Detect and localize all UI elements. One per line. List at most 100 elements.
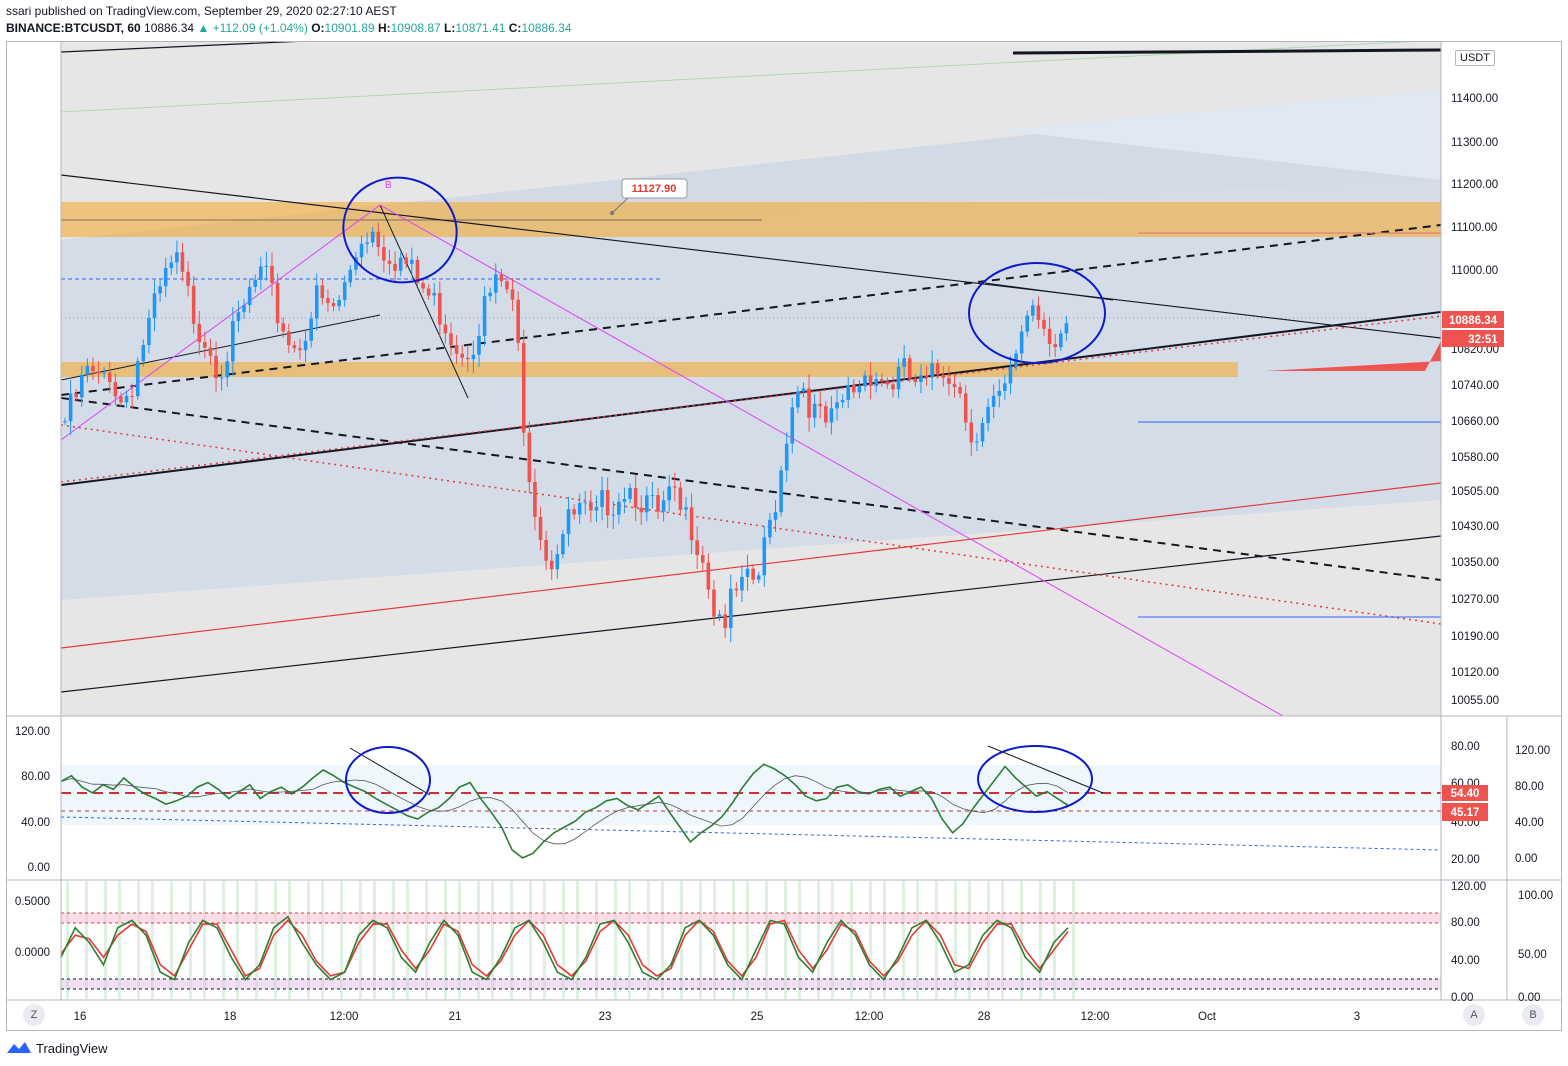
- candle-body: [1042, 319, 1046, 329]
- candle-body: [91, 365, 95, 372]
- price-tick-label: 11100.00: [1451, 222, 1497, 234]
- price-axis[interactable]: 11400.00 11300.00 11200.00 11100.00 11000.00…: [1451, 93, 1499, 707]
- stoch-highlight-bar: [373, 881, 376, 999]
- stoch-highlight-bar: [529, 881, 532, 999]
- candle-body: [533, 481, 537, 518]
- candle-body: [107, 372, 112, 383]
- candle-body: [544, 539, 548, 561]
- candle-body: [684, 507, 688, 510]
- candle-body: [365, 242, 369, 244]
- candle-body: [879, 378, 884, 382]
- candle-body: [102, 372, 106, 374]
- auto-scale-button[interactable]: A: [1463, 1004, 1485, 1026]
- price-callout-box: [621, 178, 688, 199]
- candle-body: [672, 486, 677, 488]
- stoch-highlight-bar: [699, 881, 702, 999]
- candle-body: [488, 292, 492, 297]
- rsi-left-tick: 0.00: [28, 862, 50, 874]
- time-tick-label: 25: [751, 1011, 764, 1023]
- candle-body: [796, 391, 800, 408]
- countdown-badge: [1442, 330, 1504, 347]
- candle-body: [147, 317, 151, 345]
- candle-body: [197, 323, 202, 343]
- candle-body: [180, 252, 185, 272]
- up-arrow-icon: ▲: [197, 21, 210, 35]
- candle-body: [259, 266, 263, 280]
- candle-body: [1036, 305, 1041, 320]
- publish-line: ssari published on TradingView.com, Sept…: [6, 4, 397, 18]
- candle-body: [169, 262, 174, 269]
- footer-brand[interactable]: TradingView: [6, 1040, 108, 1056]
- price-tick-label: 10270.00: [1451, 594, 1499, 606]
- stoch-left-tick: 0.0000: [15, 947, 50, 959]
- candle-body: [589, 502, 593, 511]
- low-value: 10871.41: [455, 21, 506, 35]
- candle-body: [326, 298, 330, 304]
- symbol: BINANCE:BTCUSDT, 60: [6, 21, 141, 35]
- candle-body: [740, 576, 744, 591]
- rsi-left-tick: 120.00: [15, 726, 50, 738]
- price-callout-label: 11127.90: [632, 183, 677, 195]
- unit-badge[interactable]: USDT: [1455, 50, 1495, 66]
- stoch-highlight-bar: [137, 881, 140, 999]
- rsi-left-tick: 80.00: [21, 771, 50, 783]
- stoch-highlight-bar: [321, 881, 324, 999]
- candle-body: [225, 361, 230, 378]
- candle-body: [773, 512, 778, 520]
- candle-body: [387, 260, 392, 264]
- stoch-highlight-bar: [713, 881, 716, 999]
- candle-body: [600, 490, 604, 507]
- candle-body: [1031, 305, 1035, 316]
- candle-body: [219, 377, 224, 379]
- rsi-level-badge-1: [1442, 785, 1488, 801]
- candle-body: [281, 323, 285, 332]
- stoch-inner-tick: 40.00: [1451, 955, 1480, 967]
- stoch-highlight-bar: [987, 881, 990, 999]
- stoch-left-tick: 0.5000: [15, 896, 50, 908]
- point-b-label: B: [385, 180, 392, 191]
- price-tick-label: 10430.00: [1451, 521, 1499, 533]
- candle-body: [1008, 366, 1013, 384]
- last-price-badge-text: 10886.34: [1449, 315, 1498, 327]
- stoch-right-tick: 100.00: [1518, 890, 1553, 902]
- candle-body: [382, 247, 386, 261]
- candle-body: [1019, 331, 1024, 354]
- candle-body: [700, 555, 705, 563]
- candle-body: [896, 366, 901, 390]
- candle-body: [907, 358, 912, 379]
- price-tick-label: 10120.00: [1451, 667, 1499, 679]
- candle-body: [874, 378, 878, 386]
- candle-body: [1059, 333, 1063, 348]
- stoch-highlight-bar: [406, 881, 409, 999]
- time-axis[interactable]: 16 18 12:00 21 23 25 12:00 28 12:00 Oct 3: [74, 1011, 1361, 1023]
- candle-body: [354, 257, 358, 270]
- close-value: 10886.34: [521, 21, 572, 35]
- scale-b-button[interactable]: B: [1522, 1004, 1544, 1026]
- stoch-highlight-bar: [850, 881, 853, 999]
- stoch-highlight-bar: [765, 881, 768, 999]
- rsi-inner-tick: 20.00: [1451, 854, 1480, 866]
- stoch-highlight-bar: [236, 881, 239, 999]
- candle-body: [119, 396, 123, 403]
- candle-body: [790, 407, 795, 444]
- reset-scale-button[interactable]: Z: [23, 1004, 45, 1026]
- price-tick-label: 11200.00: [1451, 179, 1498, 191]
- price-tick-label: 11300.00: [1451, 137, 1498, 149]
- candle-body: [661, 500, 666, 512]
- stoch-highlight-bar: [798, 881, 801, 999]
- candle-body: [158, 286, 162, 294]
- time-tick-label: 28: [978, 1011, 991, 1023]
- candle-body: [628, 487, 632, 499]
- candle-body: [689, 507, 694, 541]
- stoch-highlight-bar: [647, 881, 650, 999]
- candle-body: [768, 519, 772, 538]
- stoch-d-line: [61, 919, 1069, 978]
- candle-body: [163, 268, 168, 287]
- candle-body: [1047, 328, 1052, 345]
- candle-body: [342, 282, 347, 300]
- stoch-highlight-bar: [869, 881, 872, 999]
- candle-body: [1064, 323, 1069, 334]
- candle-body: [74, 393, 78, 398]
- candle-body: [348, 269, 353, 283]
